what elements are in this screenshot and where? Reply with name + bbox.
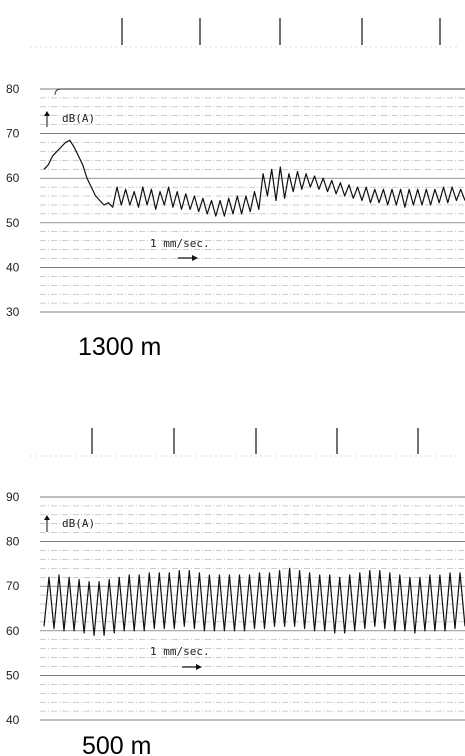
y-tick-label: 70 — [6, 127, 20, 141]
y-axis-label: dB(A) — [62, 517, 95, 530]
y-axis-arrow-head — [44, 515, 50, 520]
sound-level-trace — [43, 139, 465, 217]
y-tick-label: 60 — [6, 171, 20, 185]
y-axis-label: dB(A) — [62, 112, 95, 125]
panel-500m: 90 80 70 60 50 40 dB(A) 1 mm/sec. 500 m — [6, 428, 465, 756]
y-tick-label: 40 — [6, 260, 20, 274]
y-tick-label: 40 — [6, 713, 20, 727]
distance-caption: 1300 m — [78, 333, 161, 361]
chart-speed-arrow-head — [192, 255, 198, 261]
y-tick-label: 50 — [6, 216, 20, 230]
y-axis-arrow-head — [44, 111, 50, 116]
y-tick-label: 50 — [6, 668, 20, 682]
chart-speed-label: 1 mm/sec. — [150, 237, 210, 250]
y-tick-label: 80 — [6, 82, 20, 96]
y-tick-label: 30 — [6, 305, 20, 319]
y-tick-label: 90 — [6, 490, 20, 504]
y-tick-label: 60 — [6, 624, 20, 638]
distance-caption: 500 m — [82, 732, 151, 756]
y-tick-label: 70 — [6, 579, 20, 593]
y-tick-label: 80 — [6, 535, 20, 549]
chart-speed-arrow-head — [196, 664, 202, 670]
chart-speed-label: 1 mm/sec. — [150, 645, 210, 658]
sound-level-trace — [43, 567, 465, 636]
chart-top-bracket — [54, 88, 465, 96]
panel-1300m: 80 70 60 50 40 30 dB(A) 1 mm/sec. 1300 m — [6, 18, 465, 361]
